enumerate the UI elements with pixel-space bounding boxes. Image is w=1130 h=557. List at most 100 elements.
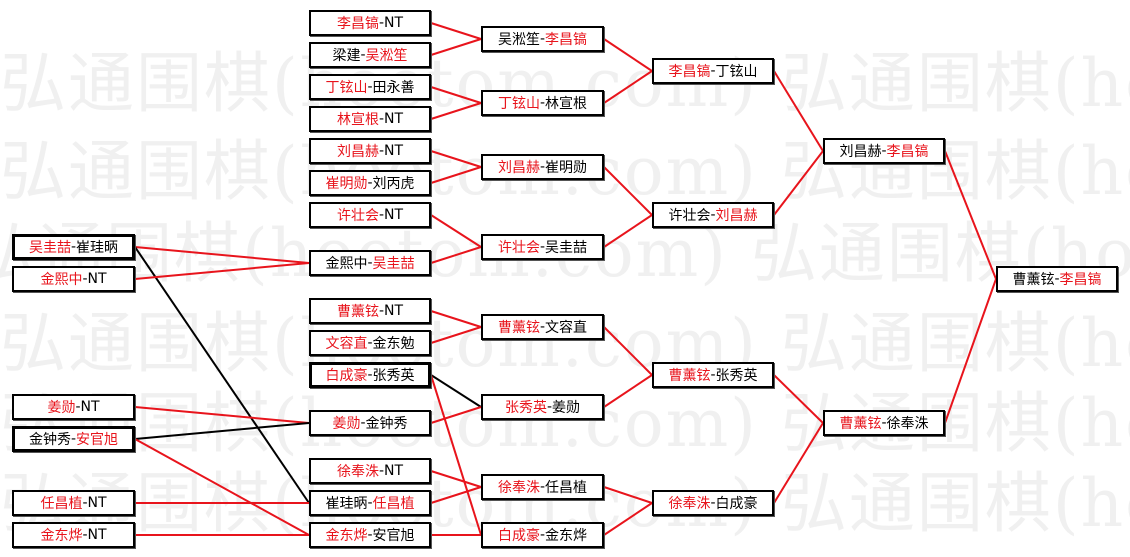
bracket-link	[430, 102, 482, 120]
separator: -	[360, 415, 366, 431]
bracket-link	[773, 150, 824, 216]
match-box: 刘昌赫 - 李昌镐	[823, 138, 945, 164]
separator: -	[710, 63, 716, 79]
separator: -	[710, 367, 716, 383]
separator: -	[378, 111, 385, 127]
match-box: 李昌镐 - NT	[309, 10, 431, 36]
match-box: 崔明勋 - 刘丙虎	[309, 170, 431, 196]
player-name: 刘丙虎	[372, 176, 415, 192]
player-name: NT	[384, 463, 404, 479]
separator: -	[710, 495, 716, 511]
player-name: NT	[384, 15, 404, 31]
winner-name: 白成豪	[497, 528, 540, 544]
match-box: 曹薰铉 - 张秀英	[652, 362, 774, 388]
player-name: 金钟秀	[365, 416, 408, 432]
bracket-link	[430, 326, 482, 344]
match-box: 丁铉山 - 田永善	[309, 74, 431, 100]
winner-name: 丁铉山	[497, 96, 540, 112]
player-name: 吴圭喆	[545, 240, 588, 256]
separator: -	[378, 207, 385, 223]
separator: -	[82, 271, 88, 287]
player-name: 崔珪昞	[325, 496, 368, 512]
winner-name: 许壮会	[497, 240, 540, 256]
winner-name: 刘昌赫	[336, 144, 379, 160]
match-box: 金熙中 - NT	[12, 266, 135, 292]
separator: -	[881, 143, 887, 159]
match-box: 金钟秀 - 安官旭	[12, 426, 135, 452]
player-name: NT	[87, 495, 107, 511]
bracket-link	[603, 166, 653, 216]
match-box: 徐奉洙 - 白成豪	[652, 490, 774, 516]
winner-name: 徐奉洙	[497, 480, 540, 496]
bracket-link	[430, 38, 482, 56]
match-box: 李昌镐 - 丁铉山	[652, 58, 774, 84]
winner-name: 刘昌赫	[715, 208, 758, 224]
match-box: 白成豪 - 张秀英	[309, 362, 431, 388]
match-box: 林宣根 - NT	[309, 106, 431, 132]
player-name: 崔珪昞	[76, 240, 119, 256]
player-name: NT	[87, 271, 107, 287]
player-name: 金熙中	[325, 256, 368, 272]
bracket-link	[134, 422, 310, 440]
bracket-link	[430, 374, 482, 408]
bracket-link	[430, 246, 482, 264]
player-name: 田永善	[372, 80, 415, 96]
bracket-link	[773, 70, 824, 152]
separator: -	[367, 335, 373, 351]
match-box: 曹薰铉 - 李昌镐	[996, 266, 1118, 292]
match-box: 徐奉洙 - NT	[309, 458, 431, 484]
bracket-link	[603, 374, 653, 408]
match-box: 刘昌赫 - NT	[309, 138, 431, 164]
bracket-link	[430, 310, 482, 328]
match-box: 崔珪昞 - 任昌植	[309, 490, 431, 516]
separator: -	[70, 431, 77, 447]
separator: -	[710, 207, 716, 223]
player-name: 丁铉山	[715, 64, 758, 80]
separator: -	[75, 399, 81, 415]
separator: -	[360, 47, 366, 63]
match-box: 姜勋 - NT	[12, 394, 135, 420]
winner-name: 曹薰铉	[336, 304, 379, 320]
winner-name: 姜勋	[332, 416, 361, 432]
player-name: 曹薰铉	[1012, 272, 1055, 288]
match-box: 文容直 - 金东勉	[309, 330, 431, 356]
bracket-link	[134, 246, 310, 264]
winner-name: 金熙中	[40, 272, 83, 288]
winner-name: 吴圭喆	[28, 240, 71, 256]
bracket-link	[603, 502, 653, 536]
winner-name: 文容直	[325, 336, 368, 352]
winner-name: 张秀英	[504, 400, 547, 416]
winner-name: 金东烨	[40, 528, 83, 544]
separator: -	[378, 15, 385, 31]
player-name: 刘昌赫	[839, 144, 882, 160]
match-box: 白成豪 - 金东烨	[481, 522, 604, 548]
player-name: 吴淞笙	[497, 32, 540, 48]
winner-name: 姜勋	[47, 400, 76, 416]
player-name: 金钟秀	[28, 432, 71, 448]
match-box: 徐奉洙 - 任昌植	[481, 474, 604, 500]
bracket-link	[134, 262, 310, 280]
separator: -	[367, 367, 373, 383]
separator: -	[539, 319, 546, 335]
bracket-link	[430, 486, 482, 504]
bracket-link	[430, 214, 482, 248]
winner-name: 丁铉山	[325, 80, 368, 96]
separator: -	[539, 479, 546, 495]
match-box: 吴淞笙 - 李昌镐	[481, 26, 604, 52]
separator: -	[539, 527, 546, 543]
winner-name: 刘昌赫	[497, 160, 540, 176]
player-name: 姜勋	[552, 400, 581, 416]
match-box: 任昌植 - NT	[12, 490, 135, 516]
winner-name: 徐奉洙	[336, 464, 379, 480]
separator: -	[367, 175, 373, 191]
separator: -	[881, 415, 887, 431]
winner-name: 吴淞笙	[365, 48, 408, 64]
player-name: 林宣根	[545, 96, 588, 112]
player-name: 张秀英	[372, 368, 415, 384]
winner-name: 金东烨	[325, 528, 368, 544]
winner-name: 徐奉洙	[668, 496, 711, 512]
winner-name: 曹薰铉	[839, 416, 882, 432]
player-name: NT	[384, 143, 404, 159]
